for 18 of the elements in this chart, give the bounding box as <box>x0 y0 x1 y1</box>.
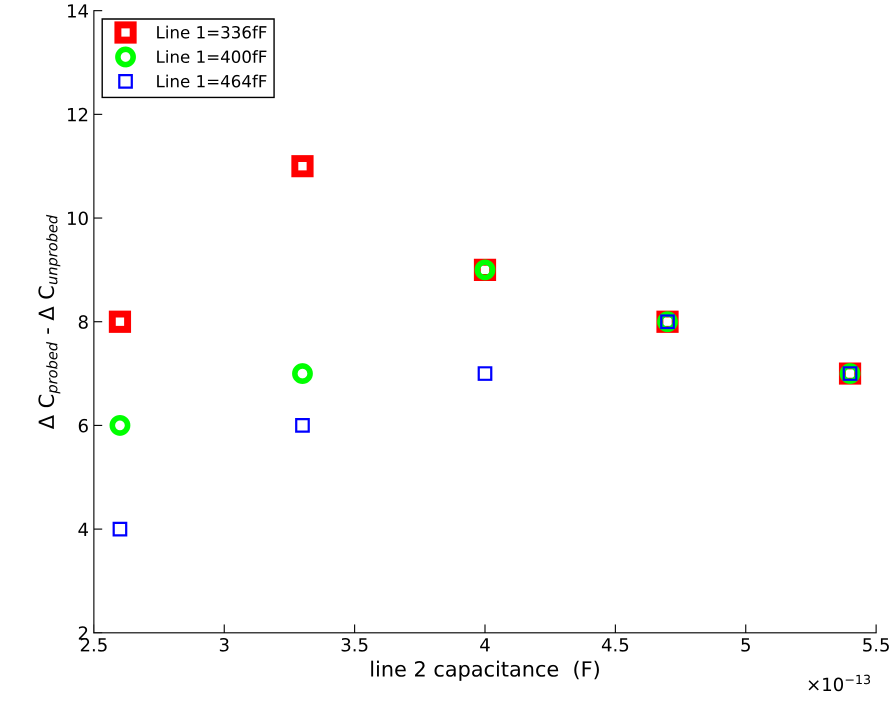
y-tick-label: 14 <box>68 4 88 18</box>
x-tick-label: 5.5 <box>863 638 889 652</box>
x-tick-label: 5 <box>741 638 750 652</box>
legend-label: Line 1=464fF <box>157 74 266 88</box>
y-tick-label: 4 <box>78 522 88 536</box>
x-tick-label: 4 <box>480 638 490 652</box>
x-tick-label: 4.5 <box>602 638 628 652</box>
y-tick-label: 10 <box>68 212 88 226</box>
y-tick-label: 12 <box>68 108 88 122</box>
x-tick-label: 3 <box>220 638 229 652</box>
x-axis-title: line 2 capacitance (F) <box>371 660 599 681</box>
legend-label: Line 1=400fF <box>157 50 266 64</box>
y-tick-label: 8 <box>78 315 88 329</box>
x-tick-label: 3.5 <box>342 638 368 652</box>
y-axis-title: Δ C$_{probed}$ - Δ C$_{unprobed}$ <box>38 214 60 430</box>
y-tick-label: 6 <box>78 418 88 433</box>
legend-label: Line 1=336fF <box>157 26 266 39</box>
text: ×10$^{−13}$ <box>808 674 870 692</box>
